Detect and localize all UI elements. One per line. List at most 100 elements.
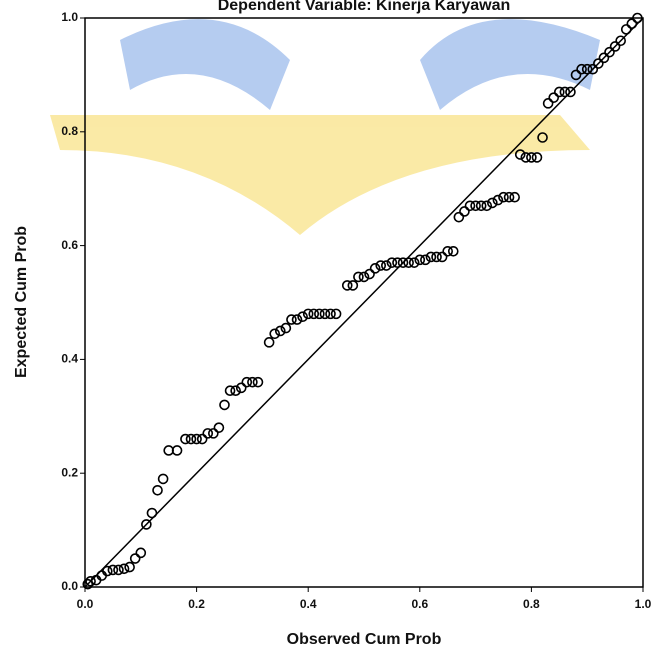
point [196, 433, 208, 445]
point [425, 251, 437, 263]
y-axis-label: Expected Cum Prob [13, 226, 30, 378]
point [470, 200, 481, 212]
y-tick-label: 0.0 [61, 579, 78, 593]
point [297, 311, 308, 323]
point [531, 152, 543, 163]
x-tick-label: 0.2 [188, 597, 205, 611]
point [570, 69, 582, 81]
point [576, 63, 587, 75]
point [369, 263, 381, 274]
y-tick-label: 1.0 [61, 10, 78, 24]
reference-line [84, 17, 644, 588]
point [82, 578, 94, 590]
point [498, 191, 509, 203]
point [475, 200, 487, 212]
point [609, 41, 621, 52]
point [235, 382, 247, 394]
point [302, 308, 314, 320]
point [375, 260, 387, 271]
y-tick-label: 0.4 [61, 352, 78, 366]
point [604, 46, 615, 58]
point [403, 257, 414, 268]
point [542, 98, 554, 109]
point [308, 308, 320, 320]
x-tick-label: 0.0 [77, 597, 94, 611]
point [85, 576, 96, 587]
point [180, 433, 191, 445]
point [141, 519, 152, 530]
point [269, 328, 281, 340]
point [263, 337, 275, 348]
point [397, 257, 409, 268]
plot-frame [84, 17, 644, 588]
point [453, 211, 465, 223]
point [464, 200, 476, 212]
point [392, 257, 403, 268]
point [230, 385, 241, 396]
watermark-shape [420, 19, 600, 110]
point [152, 484, 163, 496]
point [102, 565, 113, 577]
x-axis-label: Observed Cum Prob [287, 631, 442, 648]
point [447, 245, 459, 257]
point [408, 257, 420, 268]
point [208, 428, 219, 439]
x-tick-label: 0.6 [411, 597, 428, 611]
point [526, 152, 537, 163]
watermark-shape [120, 19, 290, 110]
point [157, 473, 169, 485]
point [113, 564, 124, 576]
point [247, 376, 258, 388]
point [593, 58, 604, 69]
point [414, 254, 426, 266]
point [319, 308, 331, 320]
watermark [50, 19, 600, 235]
point [620, 24, 632, 35]
point [185, 433, 197, 445]
point [420, 254, 431, 266]
point [581, 63, 593, 75]
y-tick-label: 0.6 [61, 238, 78, 252]
point [436, 251, 448, 263]
point [330, 308, 342, 320]
point [213, 422, 225, 433]
point [191, 433, 202, 445]
point [146, 507, 158, 519]
point [537, 132, 548, 143]
point [325, 308, 336, 320]
point [224, 385, 236, 396]
point [615, 35, 626, 47]
point [358, 271, 370, 283]
point [509, 191, 520, 203]
x-tick-label: 0.8 [523, 597, 540, 611]
point [286, 314, 297, 325]
point [171, 445, 183, 456]
x-tick-label: 1.0 [635, 597, 652, 611]
point [514, 149, 526, 160]
point [241, 376, 253, 388]
point [341, 280, 353, 291]
point [548, 92, 560, 103]
point [202, 428, 214, 439]
point [626, 18, 638, 29]
point [291, 314, 303, 325]
point [598, 52, 610, 64]
point [364, 268, 375, 280]
point [219, 399, 230, 411]
point [565, 86, 576, 98]
point [280, 322, 292, 334]
point [431, 251, 442, 263]
point [314, 308, 325, 320]
point [459, 206, 470, 217]
chart-title: Dependent Variable: Kinerja Karyawan [218, 0, 511, 14]
point [353, 271, 364, 283]
point [487, 197, 498, 209]
point [520, 152, 532, 163]
point [252, 376, 264, 388]
point [124, 561, 135, 573]
point [129, 553, 141, 564]
point [118, 563, 130, 575]
point [632, 12, 643, 24]
